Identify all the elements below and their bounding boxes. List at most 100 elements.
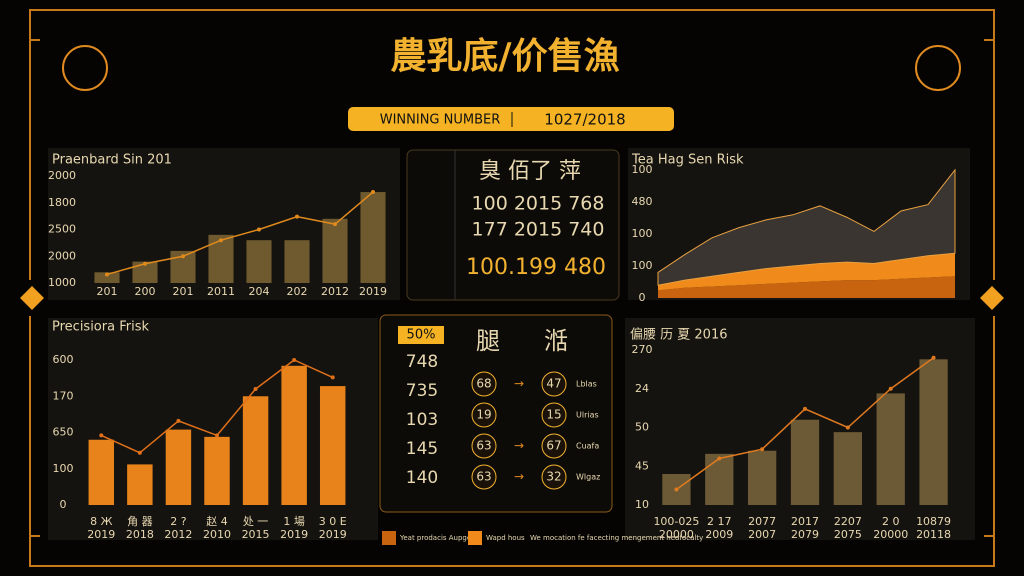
legend-note: Wapd hous [486, 534, 525, 542]
y-axis-label: 10 [635, 498, 649, 511]
bar [748, 450, 777, 505]
y-axis-label: 480 [632, 195, 653, 208]
arrow: → [514, 377, 524, 391]
x-tick-label: 10879 [916, 515, 951, 528]
x-tick-label: 2009 [705, 528, 733, 541]
x-tick-label: 200 [135, 285, 156, 298]
x-tick-label: 100-025 [653, 515, 699, 528]
line-point [674, 487, 679, 492]
legend-notes: Yeat prodacis Aupgey Wapd hous We mocation… [382, 531, 703, 545]
bar [94, 272, 120, 283]
bar [790, 419, 820, 505]
x-tick-label: 2075 [834, 528, 862, 541]
bar [360, 192, 386, 283]
legend-note: Yeat prodacis Aupgey [399, 534, 475, 542]
circle-number: 63 [476, 470, 491, 484]
list-number: 735 [406, 381, 438, 401]
badge [348, 107, 674, 131]
line-point [292, 358, 297, 362]
circle-number: 15 [546, 408, 561, 422]
arrow: → [514, 470, 524, 484]
badge [398, 326, 444, 344]
line-point [176, 418, 181, 423]
number-circle [541, 464, 567, 490]
bar [833, 432, 862, 505]
line-point [137, 450, 142, 455]
legend-note: We mocation fe facecting mengement hedfo… [530, 534, 703, 542]
bar [132, 261, 158, 283]
bar [919, 359, 948, 505]
x-tick-label: 2015 [242, 528, 270, 541]
x-tick-label: 2007 [748, 528, 776, 541]
x-tick-label: 赵 4 [206, 514, 228, 528]
circle-number: 19 [476, 408, 491, 422]
x-tick-label: 2017 [791, 515, 819, 528]
note: Ulrias [576, 411, 599, 420]
line-point [181, 254, 185, 259]
number-circle [471, 402, 497, 428]
line-point [99, 433, 104, 438]
list-number: 140 [406, 468, 438, 488]
y-axis-label: 100 [632, 163, 653, 176]
line-point [760, 447, 765, 452]
note: Lblas [576, 380, 597, 389]
bar [127, 464, 153, 505]
line [106, 191, 374, 276]
bar [322, 218, 348, 283]
line-point [105, 272, 109, 277]
badge-value: 1027/2018 [544, 111, 625, 129]
y-axis-label: 50 [635, 421, 649, 434]
circle-number: 32 [546, 470, 561, 484]
x-tick-label: 角 器 [127, 515, 153, 528]
y-axis-label: 1800 [48, 196, 76, 209]
note: Wlgaz [576, 473, 600, 482]
chart-title: Precisiora Frisk [52, 320, 149, 335]
bar [319, 386, 346, 505]
number-circle [471, 464, 497, 490]
x-tick-label: 2012 [321, 285, 349, 298]
bar [876, 393, 905, 505]
number-circle [471, 433, 497, 459]
line-point [717, 456, 722, 461]
table-total: 100.199 480 [466, 255, 606, 280]
y-axis-label: 1000 [48, 276, 76, 289]
x-tick-label: 202 [287, 285, 308, 298]
y-axis-label: 2500 [48, 223, 76, 236]
circle-number: 47 [546, 377, 561, 391]
y-axis-label: 600 [53, 353, 74, 366]
line-point [333, 222, 337, 227]
y-axis-label: 100 [632, 227, 653, 240]
x-tick-label: 20118 [916, 528, 951, 541]
x-tick-label: 20000 [659, 528, 694, 541]
y-axis-label: 100 [53, 462, 74, 475]
x-tick-label: 20000 [873, 528, 908, 541]
x-tick-label: 2 0 [882, 515, 900, 528]
number-circle [541, 371, 567, 397]
line-point [330, 375, 335, 380]
bar [705, 453, 734, 505]
area [657, 168, 956, 286]
x-tick-label: 2019 [359, 285, 387, 298]
y-axis-label: 100 [632, 259, 653, 272]
table-header: 臭 佰了 萍 [479, 159, 581, 184]
column-header: 湉 [544, 327, 568, 355]
x-tick-label: 2 17 [707, 515, 732, 528]
x-tick-label: 2 ? [170, 515, 186, 528]
bar [88, 439, 115, 505]
list-number: 103 [406, 410, 438, 430]
x-tick-label: 2011 [207, 285, 235, 298]
y-axis-label: 2000 [48, 169, 76, 182]
arrow: → [514, 439, 524, 453]
bar [165, 429, 192, 505]
y-axis-label: 0 [639, 291, 646, 304]
y-axis-label: 0 [60, 498, 67, 511]
bar [242, 396, 269, 505]
x-tick-label: 2019 [319, 528, 347, 541]
x-tick-label: 2019 [87, 528, 115, 541]
number-circle [541, 402, 567, 428]
bar [281, 365, 307, 505]
line-point [143, 261, 147, 266]
x-tick-label: 204 [249, 285, 270, 298]
y-axis-label: 270 [632, 343, 653, 356]
